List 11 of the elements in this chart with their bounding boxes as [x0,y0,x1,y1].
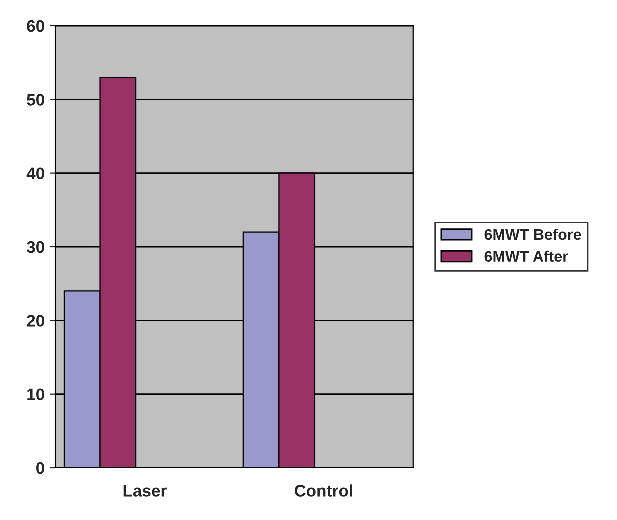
legend-label: 6MWT Before [484,228,582,240]
y-tick-label: 60 [27,20,44,32]
x-tick-label: Control [294,484,352,497]
y-tick-label: 0 [36,462,44,474]
y-tick-label: 30 [26,241,44,254]
y-tick-label: 50 [27,94,44,106]
y-tick-label: 10 [28,388,44,401]
y-tick-label: 40 [26,168,44,180]
legend-label: 6MWT After [484,250,568,262]
y-tick-label: 20 [27,315,44,327]
x-tick-label: Laser [124,485,167,497]
